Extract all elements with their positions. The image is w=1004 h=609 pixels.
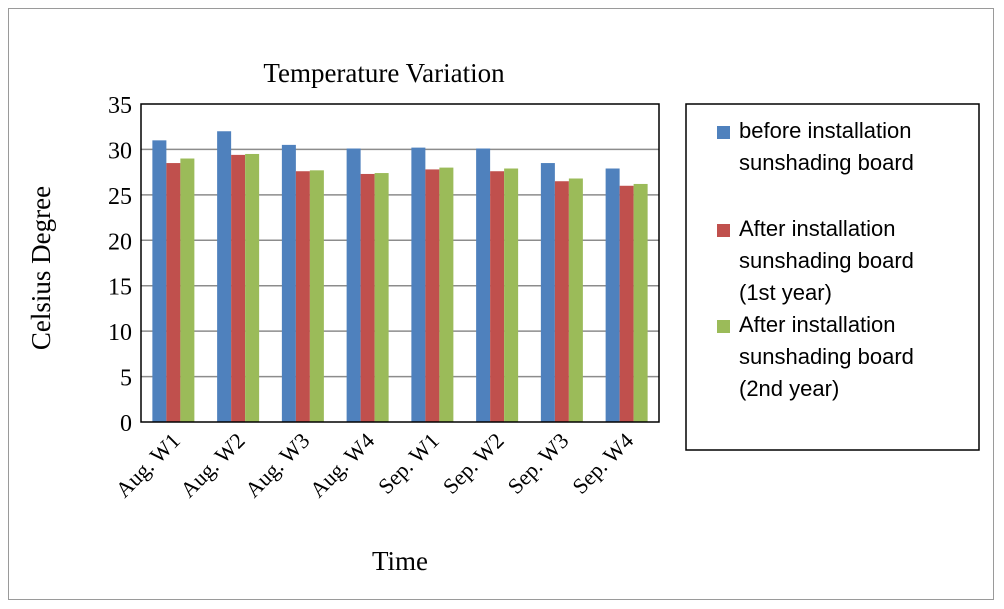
y-tick-label: 15: [108, 275, 132, 301]
bar: [605, 168, 620, 422]
x-tick-label: Sep. W1: [373, 428, 444, 499]
bar: [425, 169, 440, 422]
legend-box: [685, 103, 980, 451]
y-tick-labels: 0 5 10 15 20 25 30 35: [108, 93, 132, 437]
y-tick-label: 0: [120, 411, 132, 437]
plot-area-border: [140, 103, 660, 423]
bar: [245, 153, 260, 422]
bar: [540, 163, 555, 423]
bars: [152, 131, 648, 423]
legend-label: (1st year): [739, 280, 832, 305]
y-tick-label: 25: [108, 184, 132, 210]
bar: [180, 158, 195, 422]
bar: [166, 163, 181, 423]
legend: before installation sunshading board After…: [717, 118, 914, 401]
bar: [554, 181, 569, 422]
bar: [295, 171, 310, 422]
legend-swatch: [717, 224, 730, 237]
x-tick-label: Aug. W3: [240, 428, 314, 502]
x-tick-label: Sep. W2: [438, 428, 509, 499]
bar: [217, 131, 232, 422]
x-tick-label: Sep. W3: [502, 428, 573, 499]
bar: [490, 171, 505, 422]
bar: [231, 154, 246, 422]
bar: [568, 178, 583, 422]
legend-swatch: [717, 126, 730, 139]
legend-label: sunshading board: [739, 150, 914, 175]
bar: [633, 183, 648, 422]
bar: [439, 167, 454, 422]
legend-label: sunshading board: [739, 248, 914, 273]
legend-label: sunshading board: [739, 344, 914, 369]
y-tick-label: 35: [108, 93, 132, 119]
y-tick-label: 5: [120, 366, 132, 392]
bar: [504, 168, 519, 422]
chart-title: Temperature Variation: [263, 58, 505, 88]
bar: [346, 148, 361, 422]
x-tick-label: Aug. W2: [175, 428, 249, 502]
x-axis-label: Time: [372, 546, 428, 576]
x-tick-label: Sep. W4: [567, 428, 638, 499]
bar: [152, 140, 167, 423]
y-tick-label: 30: [108, 138, 132, 164]
bar: [411, 147, 426, 422]
bar: [360, 173, 375, 422]
y-axis-label: Celsius Degree: [26, 186, 56, 350]
legend-label: After installation: [739, 216, 896, 241]
bar: [619, 185, 634, 422]
bar: [476, 148, 491, 422]
legend-label: before installation: [739, 118, 911, 143]
legend-swatch: [717, 320, 730, 333]
y-tick-label: 20: [108, 229, 132, 255]
x-tick-label: Aug. W4: [305, 428, 379, 502]
bar: [281, 144, 296, 422]
y-tick-label: 10: [108, 320, 132, 346]
bar: [309, 170, 324, 422]
legend-label: (2nd year): [739, 376, 839, 401]
legend-label: After installation: [739, 312, 896, 337]
bar: [374, 173, 389, 422]
x-tick-label: Aug. W1: [110, 428, 184, 502]
